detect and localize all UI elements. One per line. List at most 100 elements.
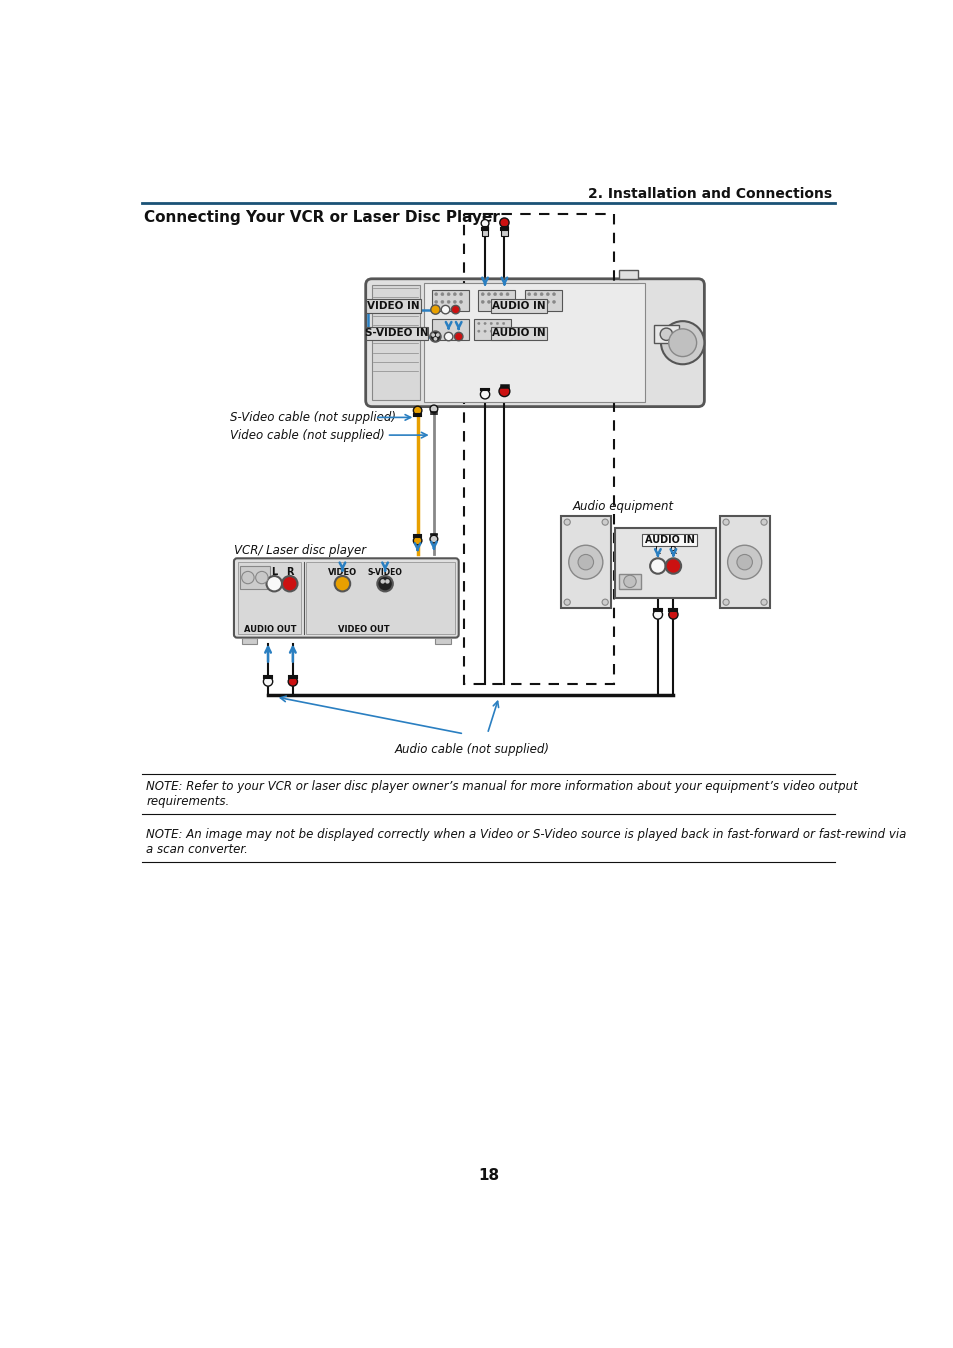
Text: 18: 18 [477,1167,499,1182]
Circle shape [496,322,498,325]
Circle shape [736,554,752,570]
Circle shape [440,301,443,303]
Circle shape [480,301,484,303]
Circle shape [498,386,509,396]
Circle shape [453,293,456,295]
Circle shape [288,677,297,686]
Circle shape [496,330,498,333]
Text: Connecting Your VCR or Laser Disc Player: Connecting Your VCR or Laser Disc Player [144,210,499,225]
Circle shape [413,406,421,415]
Circle shape [430,406,437,412]
Text: R: R [286,568,294,577]
Bar [372,284,419,400]
Text: S-Video cable (not supplied): S-Video cable (not supplied) [230,411,395,423]
Circle shape [413,537,421,545]
Bar [618,270,638,279]
Bar [720,516,769,608]
Text: VIDEO IN: VIDEO IN [367,301,419,311]
Circle shape [451,306,459,314]
Circle shape [483,330,486,333]
Circle shape [601,599,608,605]
Text: VIDEO: VIDEO [328,568,356,577]
Circle shape [527,301,530,303]
Circle shape [459,301,462,303]
Bar [477,290,515,311]
Circle shape [665,558,680,574]
Bar [618,574,640,589]
Bar [491,299,546,313]
Circle shape [432,334,434,336]
Circle shape [493,293,497,295]
Text: AUDIO OUT: AUDIO OUT [243,625,295,635]
Text: VCR/ Laser disc player: VCR/ Laser disc player [233,545,366,557]
Bar [524,290,561,311]
Circle shape [552,301,555,303]
Circle shape [502,322,504,325]
Circle shape [335,576,350,592]
Circle shape [563,519,570,526]
Bar [423,283,644,402]
Circle shape [499,301,502,303]
Circle shape [441,306,449,314]
Circle shape [659,328,672,341]
Text: S-VIDEO: S-VIDEO [367,568,402,577]
Circle shape [444,333,453,341]
Circle shape [453,301,456,303]
Circle shape [480,390,489,399]
Text: NOTE: An image may not be displayed correctly when a Video or S-Video source is : NOTE: An image may not be displayed corr… [146,828,905,856]
Circle shape [502,330,504,333]
Text: AUDIO IN: AUDIO IN [644,535,694,545]
Text: 2. Installation and Connections: 2. Installation and Connections [587,187,831,201]
Text: AUDIO IN: AUDIO IN [492,301,545,311]
Circle shape [381,580,384,582]
Bar [464,214,613,683]
Circle shape [431,305,439,314]
Bar [306,562,455,634]
Text: VIDEO OUT: VIDEO OUT [337,625,389,635]
Circle shape [568,545,602,580]
Circle shape [435,301,437,303]
Bar [500,226,507,236]
Circle shape [601,519,608,526]
Circle shape [499,293,502,295]
Circle shape [623,576,636,588]
Circle shape [282,576,297,592]
Circle shape [534,293,537,295]
Circle shape [490,322,492,325]
Circle shape [241,572,253,584]
Bar [431,319,468,341]
Text: AUDIO IN: AUDIO IN [492,329,545,338]
Circle shape [653,609,661,619]
Circle shape [377,576,393,592]
Circle shape [483,322,486,325]
Circle shape [539,301,542,303]
Circle shape [436,334,438,336]
Text: Video cable (not supplied): Video cable (not supplied) [230,429,384,442]
Circle shape [459,293,462,295]
Circle shape [578,554,593,570]
Circle shape [435,293,437,295]
Circle shape [434,338,436,340]
Circle shape [760,599,766,605]
Circle shape [660,321,703,364]
Circle shape [546,301,549,303]
Circle shape [563,599,570,605]
Text: Audio cable (not supplied): Audio cable (not supplied) [394,743,549,756]
Circle shape [649,558,665,574]
Text: S-VIDEO IN: S-VIDEO IN [364,329,428,338]
Circle shape [505,293,509,295]
Bar [654,325,679,344]
Circle shape [263,677,273,686]
Bar [241,638,257,644]
Circle shape [760,519,766,526]
Circle shape [534,301,537,303]
Bar [491,326,546,341]
Circle shape [499,218,509,228]
Text: Audio equipment: Audio equipment [572,500,673,514]
FancyBboxPatch shape [365,279,703,407]
Circle shape [255,572,268,584]
Circle shape [493,301,497,303]
Circle shape [477,322,479,325]
Circle shape [430,332,440,342]
Bar [240,566,270,589]
